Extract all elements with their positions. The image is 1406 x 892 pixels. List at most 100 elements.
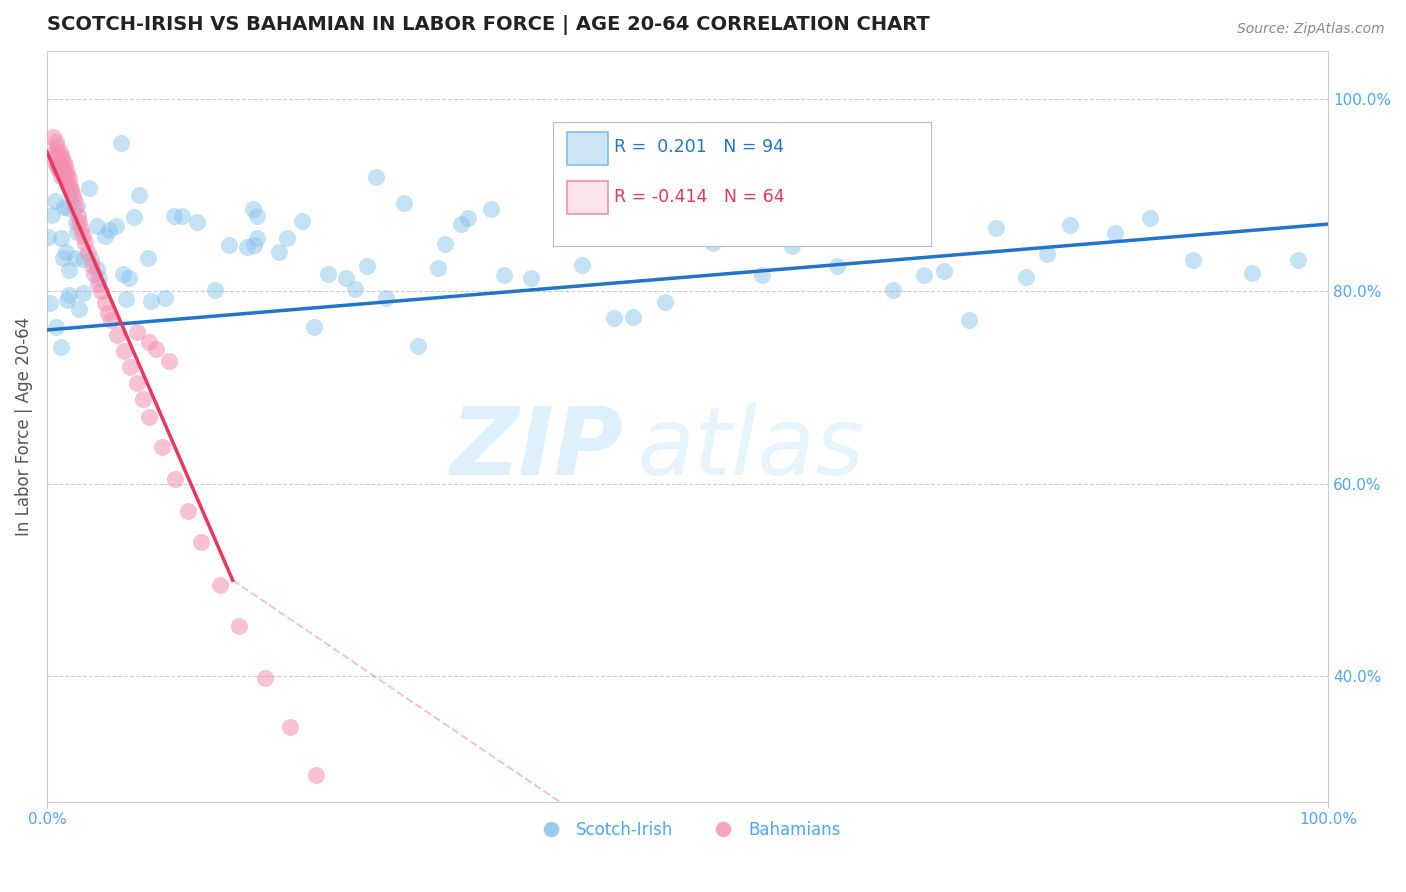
Text: R =  0.201   N = 94: R = 0.201 N = 94 <box>614 138 785 156</box>
Point <box>243 238 266 252</box>
Point <box>66 225 89 239</box>
Point <box>305 767 328 781</box>
Point <box>110 136 132 151</box>
Point <box>72 252 94 266</box>
Point <box>153 291 176 305</box>
Point <box>48 161 70 176</box>
Point <box>218 237 240 252</box>
Point <box>55 245 77 260</box>
Point <box>494 268 516 283</box>
Point <box>957 313 980 327</box>
Point <box>450 217 472 231</box>
Point <box>39 296 62 310</box>
Point <box>56 177 79 191</box>
Point <box>44 145 66 159</box>
Legend: Scotch-Irish, Bahamians: Scotch-Irish, Bahamians <box>527 814 848 846</box>
Point <box>603 310 626 325</box>
Point <box>66 210 89 224</box>
Point <box>52 154 75 169</box>
Point <box>37 229 59 244</box>
Point <box>51 161 73 176</box>
Text: ZIP: ZIP <box>450 402 623 495</box>
Point <box>59 178 82 193</box>
Point <box>208 578 231 592</box>
Point <box>86 219 108 233</box>
Point <box>125 376 148 390</box>
FancyBboxPatch shape <box>567 132 607 165</box>
Point <box>457 211 479 226</box>
Point <box>46 159 69 173</box>
Point <box>132 392 155 407</box>
Point <box>105 327 128 342</box>
Point <box>150 441 173 455</box>
Point <box>1014 269 1036 284</box>
Point <box>48 145 70 159</box>
Point <box>93 296 115 310</box>
Point <box>75 236 97 251</box>
Point <box>139 294 162 309</box>
Point <box>90 285 112 299</box>
Point <box>65 215 87 229</box>
Point <box>118 271 141 285</box>
Point <box>44 194 66 209</box>
Point <box>45 319 67 334</box>
Point <box>67 301 90 316</box>
Point <box>42 130 65 145</box>
Point <box>87 277 110 291</box>
Point <box>60 183 83 197</box>
Point <box>128 188 150 202</box>
Point <box>571 258 593 272</box>
Point <box>56 201 79 215</box>
Point <box>1104 226 1126 240</box>
Point <box>59 186 82 200</box>
Point <box>72 285 94 300</box>
Point <box>100 313 122 327</box>
Point <box>1240 267 1263 281</box>
Point <box>177 504 200 518</box>
Point <box>934 264 956 278</box>
Point <box>79 252 101 267</box>
Point <box>204 283 226 297</box>
Point <box>172 210 194 224</box>
Point <box>803 217 825 231</box>
Point <box>253 672 276 686</box>
Point <box>55 164 77 178</box>
Point <box>53 170 76 185</box>
Point <box>381 863 404 878</box>
Point <box>246 230 269 244</box>
Point <box>780 238 803 252</box>
Point <box>80 258 103 272</box>
Point <box>49 169 72 183</box>
Point <box>190 534 212 549</box>
Point <box>56 293 79 308</box>
Point <box>520 271 543 285</box>
Point <box>66 199 89 213</box>
Point <box>678 221 700 235</box>
Point <box>1139 211 1161 225</box>
Point <box>58 262 80 277</box>
Point <box>882 283 904 297</box>
Point <box>163 209 186 223</box>
Point <box>62 188 84 202</box>
Point <box>62 193 84 207</box>
Point <box>427 260 450 275</box>
Point <box>335 270 357 285</box>
Point <box>433 237 456 252</box>
Point <box>136 251 159 265</box>
Point <box>235 240 257 254</box>
Point <box>49 231 72 245</box>
Point <box>44 154 66 169</box>
Point <box>112 344 135 359</box>
Point <box>343 282 366 296</box>
Point <box>851 221 873 235</box>
Point <box>98 223 121 237</box>
Point <box>278 719 301 733</box>
Point <box>375 291 398 305</box>
Text: SCOTCH-IRISH VS BAHAMIAN IN LABOR FORCE | AGE 20-64 CORRELATION CHART: SCOTCH-IRISH VS BAHAMIAN IN LABOR FORCE … <box>46 15 929 35</box>
Point <box>557 200 579 214</box>
Point <box>45 150 67 164</box>
Point <box>145 342 167 356</box>
Point <box>1036 247 1059 261</box>
Point <box>52 251 75 265</box>
Point <box>984 221 1007 235</box>
